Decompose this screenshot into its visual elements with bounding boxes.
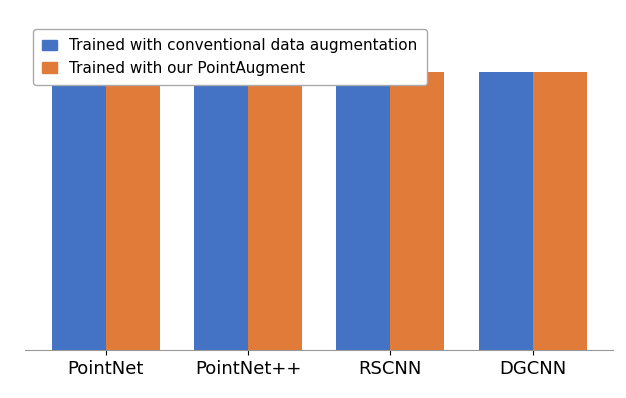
- Bar: [336, 0, 391, 350]
- Bar: [106, 0, 160, 350]
- Bar: [52, 0, 106, 350]
- Bar: [479, 0, 533, 350]
- Bar: [194, 0, 248, 350]
- Bar: [248, 0, 302, 350]
- Legend: Trained with conventional data augmentation, Trained with our PointAugment: Trained with conventional data augmentat…: [33, 29, 427, 85]
- Bar: [533, 0, 587, 350]
- Bar: [391, 0, 444, 350]
